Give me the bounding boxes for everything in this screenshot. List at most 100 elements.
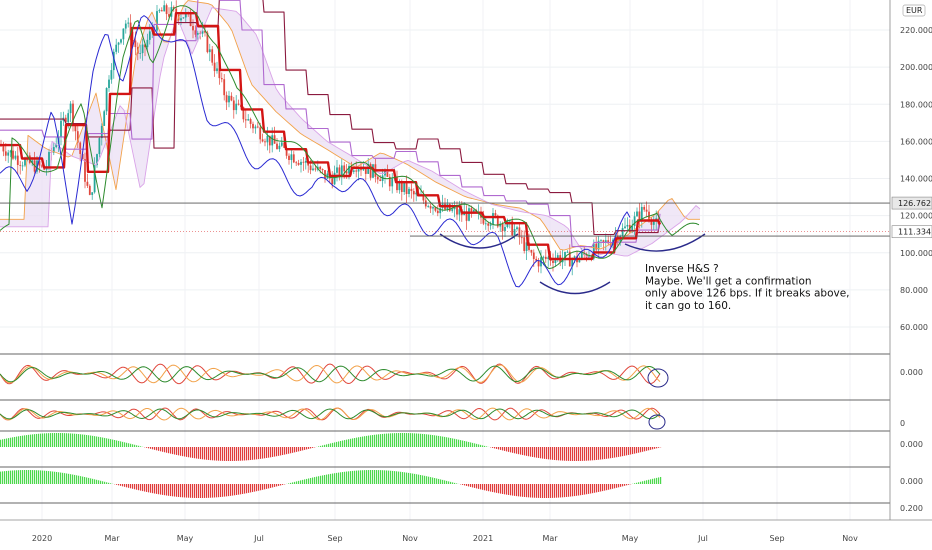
candle-body <box>362 168 365 171</box>
hist1-bar <box>594 447 596 461</box>
candle-body <box>333 172 336 185</box>
hist1-bar <box>62 433 64 447</box>
candle-body <box>79 142 82 154</box>
hist2-bar <box>172 484 174 497</box>
hist2-bar <box>182 484 184 498</box>
hist2-bar <box>474 484 476 488</box>
hist1-bar <box>248 447 250 461</box>
candle-body <box>314 168 317 170</box>
candle-body <box>81 153 84 160</box>
hist2-bar <box>232 484 234 496</box>
hist2-bar <box>376 470 378 484</box>
hist2-bar <box>456 483 458 484</box>
candle-body <box>429 206 432 209</box>
hist1-bar <box>96 436 98 447</box>
hist1-bar <box>98 436 100 447</box>
hist2-bar <box>476 484 478 489</box>
candle-body <box>379 179 382 181</box>
hist2-bar <box>622 484 624 487</box>
hist2-bar <box>256 484 258 492</box>
candle-body <box>331 178 334 185</box>
candle-body <box>201 30 204 34</box>
hist2-bar <box>654 478 656 484</box>
hist2-bar <box>96 479 98 484</box>
hist1-bar <box>216 447 218 461</box>
candle-body <box>386 171 389 177</box>
y-tick-label: 220.000 <box>900 26 932 35</box>
hist1-bar <box>270 447 272 458</box>
hist1-bar <box>600 447 602 460</box>
hist2-bar <box>150 484 152 493</box>
hist1-bar <box>140 446 142 447</box>
hist1-bar <box>172 447 174 455</box>
hist2-bar <box>434 477 436 484</box>
hist1-bar <box>508 447 510 452</box>
hist2-bar <box>138 484 140 491</box>
hist2-bar <box>4 471 6 484</box>
hist1-bar <box>530 447 532 457</box>
candle-body <box>309 165 312 171</box>
y-tick-label: 60.000 <box>900 323 928 332</box>
candle-body <box>542 256 545 258</box>
hist1-bar <box>378 434 380 447</box>
hist1-bar <box>492 447 494 448</box>
hist2-bar <box>200 484 202 498</box>
hist2-bar <box>610 484 612 490</box>
hist1-bar <box>558 447 560 461</box>
hist2-bar <box>614 484 616 489</box>
hist2-bar <box>400 471 402 484</box>
hist2-bar <box>348 471 350 484</box>
hist1-bar <box>106 438 108 447</box>
hist2-bar <box>394 471 396 484</box>
hist2-bar <box>14 470 16 484</box>
hist1-bar <box>536 447 538 458</box>
hist2-bar <box>326 474 328 484</box>
candle-body <box>626 224 629 227</box>
candle-body <box>436 210 439 214</box>
x-tick-label: May <box>622 534 639 543</box>
candle-body <box>252 123 254 129</box>
candle-body <box>451 209 454 211</box>
hist1-bar <box>470 442 472 447</box>
candle-body <box>496 215 499 227</box>
hist1-bar <box>16 436 18 447</box>
hist1-bar <box>656 447 658 449</box>
hist2-bar <box>300 480 302 484</box>
left-shoulder-arc <box>439 233 519 249</box>
hist2-bar <box>594 484 596 493</box>
hist2-bar <box>8 470 10 484</box>
hist2-bar <box>104 481 106 484</box>
hist2-bar <box>168 484 170 496</box>
candle-body <box>604 240 607 243</box>
hist2-bar <box>596 484 598 493</box>
hist1-bar <box>602 447 604 460</box>
candle-body <box>237 103 240 105</box>
hist1-bar <box>416 433 418 447</box>
hist1-bar <box>40 433 42 447</box>
hist2-bar <box>118 484 120 486</box>
hist2-bar <box>494 484 496 493</box>
hist2-bar <box>544 484 546 498</box>
candle-body <box>249 119 252 124</box>
hist1-bar <box>418 433 420 447</box>
hist1-bar <box>176 447 178 455</box>
candle-body <box>124 23 127 29</box>
hist1-bar <box>302 447 304 451</box>
candle-body <box>501 223 504 231</box>
hist2-bar <box>526 484 528 498</box>
hist2-bar <box>156 484 158 494</box>
hist2-bar <box>248 484 250 493</box>
candle-body <box>636 211 638 217</box>
head-shoulders-arcs <box>439 233 706 295</box>
hist2-bar <box>230 484 232 496</box>
hist1-bar <box>362 436 364 447</box>
candle-body <box>189 13 192 27</box>
hist2-bar <box>158 484 160 495</box>
candle-body <box>31 160 34 163</box>
senkou-b-line <box>0 7 701 259</box>
candle-body <box>508 220 511 222</box>
y-tick-label: 160.000 <box>900 137 932 146</box>
hist1-bar <box>532 447 534 457</box>
hist1-bar <box>210 447 212 461</box>
candle-body <box>434 207 437 211</box>
